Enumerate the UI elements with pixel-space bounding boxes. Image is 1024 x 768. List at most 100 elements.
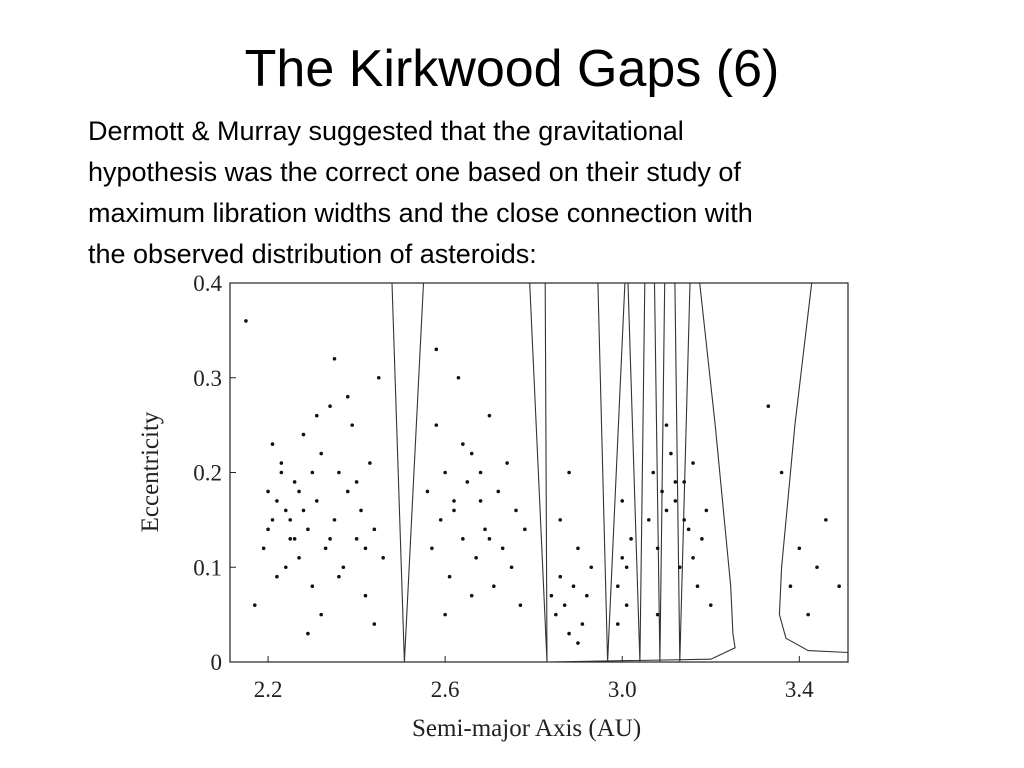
asteroid-point	[434, 347, 439, 352]
asteroid-point	[306, 631, 310, 636]
asteroid-point	[708, 603, 713, 607]
asteroid-point	[500, 546, 505, 551]
asteroid-point	[461, 442, 465, 446]
asteroid-point	[372, 527, 377, 532]
asteroid-point	[651, 470, 656, 475]
asteroid-point	[571, 584, 576, 588]
asteroid-point	[660, 489, 664, 494]
asteroid-point	[496, 489, 501, 494]
asteroid-point	[270, 442, 275, 446]
asteroid-point	[368, 461, 372, 465]
asteroid-point	[478, 499, 483, 503]
asteroid-point	[301, 432, 306, 437]
asteroid-point	[673, 499, 678, 503]
asteroid-point	[310, 584, 315, 588]
asteroid-point	[363, 593, 368, 598]
asteroid-point	[372, 622, 377, 626]
libration-curve	[653, 282, 666, 663]
y-tick-label: 0.2	[193, 461, 222, 486]
asteroid-point	[514, 508, 518, 513]
asteroid-point	[620, 555, 625, 560]
y-tick-label: 0	[211, 650, 223, 675]
asteroid-point	[319, 451, 323, 456]
asteroid-point	[332, 357, 337, 361]
asteroid-point	[328, 537, 332, 541]
asteroid-point	[655, 612, 660, 617]
asteroid-point	[288, 518, 293, 522]
paragraph: Dermott & Murray suggested that the grav…	[88, 116, 753, 269]
asteroid-point	[558, 574, 563, 579]
asteroid-point	[469, 593, 474, 598]
libration-curve	[778, 282, 849, 654]
asteroid-point	[425, 489, 430, 494]
asteroid-point	[523, 527, 527, 532]
asteroid-point	[788, 584, 793, 588]
asteroid-point	[430, 546, 434, 551]
paragraph-line: hypothesis was the correct one based on …	[88, 157, 741, 187]
asteroid-point	[518, 603, 523, 607]
asteroid-point	[673, 480, 678, 484]
asteroid-point	[549, 593, 554, 598]
y-tick-label: 0.4	[193, 271, 222, 296]
asteroid-point	[288, 537, 293, 541]
asteroid-point	[306, 527, 310, 532]
libration-curve	[627, 282, 646, 663]
asteroid-point	[576, 641, 580, 645]
asteroid-point	[620, 499, 625, 503]
asteroid-point	[664, 423, 669, 427]
asteroid-point	[465, 480, 470, 484]
asteroid-point	[341, 565, 346, 570]
asteroid-point	[283, 508, 288, 513]
asteroid-point	[655, 546, 660, 551]
asteroid-point	[492, 584, 496, 588]
asteroid-point	[700, 537, 704, 541]
asteroid-point	[297, 489, 301, 494]
asteroid-point	[682, 518, 687, 522]
asteroid-point	[478, 470, 483, 475]
asteroid-point	[310, 470, 315, 475]
libration-curve	[674, 282, 691, 663]
asteroid-point	[266, 527, 270, 532]
asteroid-point	[447, 574, 452, 579]
x-axis-label: Semi-major Axis (AU)	[412, 715, 641, 742]
libration-curve	[597, 282, 626, 663]
asteroid-point	[261, 546, 266, 551]
asteroid-point	[474, 555, 478, 560]
asteroid-point	[354, 480, 359, 484]
asteroid-point	[438, 518, 443, 522]
asteroid-point	[505, 461, 509, 465]
asteroid-point	[363, 546, 368, 551]
asteroid-point	[487, 413, 492, 418]
paragraph-line: Dermott & Murray suggested that the grav…	[88, 116, 684, 146]
asteroid-point	[576, 546, 580, 551]
asteroid-point	[301, 508, 306, 513]
asteroid-point	[585, 593, 589, 598]
asteroid-point	[323, 546, 328, 551]
asteroid-point	[664, 508, 669, 513]
asteroid-point	[297, 555, 301, 560]
x-tick-label: 2.2	[254, 677, 283, 702]
asteroid-point	[337, 574, 341, 579]
libration-curve	[529, 282, 548, 663]
asteroid-point	[629, 537, 633, 541]
asteroid-point	[487, 537, 492, 541]
paragraph-line: the observed distribution of asteroids:	[88, 239, 537, 269]
asteroid-point	[332, 518, 337, 522]
asteroid-point	[354, 537, 359, 541]
asteroid-point	[554, 612, 558, 617]
asteroid-point	[779, 470, 784, 475]
libration-curve	[391, 282, 425, 663]
asteroid-point	[328, 404, 332, 408]
asteroid-point	[275, 499, 279, 503]
asteroid-point	[456, 375, 461, 380]
asteroid-point	[815, 565, 819, 570]
asteroid-point	[350, 423, 354, 427]
asteroid-point	[766, 404, 771, 408]
x-tick-label: 3.4	[785, 677, 814, 702]
asteroid-point	[615, 622, 620, 626]
asteroid-point	[314, 499, 319, 503]
asteroid-point	[337, 470, 341, 475]
asteroid-point	[279, 461, 284, 465]
asteroid-point	[359, 508, 363, 513]
